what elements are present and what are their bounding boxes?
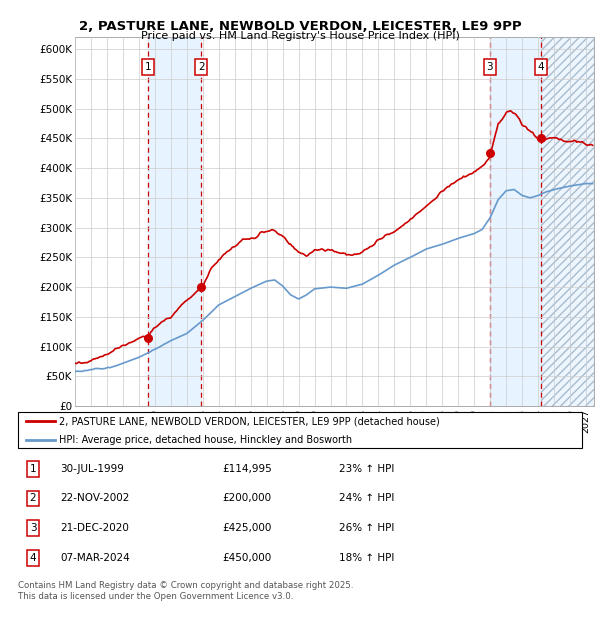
Bar [541,37,594,406]
Bar [490,37,541,406]
FancyBboxPatch shape [18,412,582,448]
Text: £200,000: £200,000 [222,494,271,503]
Text: 4: 4 [538,62,544,72]
Text: This data is licensed under the Open Government Licence v3.0.: This data is licensed under the Open Gov… [18,592,293,601]
Text: Price paid vs. HM Land Registry's House Price Index (HPI): Price paid vs. HM Land Registry's House … [140,31,460,41]
Text: 2: 2 [198,62,205,72]
Text: Contains HM Land Registry data © Crown copyright and database right 2025.: Contains HM Land Registry data © Crown c… [18,581,353,590]
Text: 18% ↑ HPI: 18% ↑ HPI [339,553,394,563]
Text: 1: 1 [145,62,151,72]
Text: 24% ↑ HPI: 24% ↑ HPI [339,494,394,503]
Text: 1: 1 [29,464,37,474]
Text: 2, PASTURE LANE, NEWBOLD VERDON, LEICESTER, LE9 9PP: 2, PASTURE LANE, NEWBOLD VERDON, LEICEST… [79,20,521,33]
Text: 30-JUL-1999: 30-JUL-1999 [60,464,124,474]
Text: 23% ↑ HPI: 23% ↑ HPI [339,464,394,474]
Text: 2, PASTURE LANE, NEWBOLD VERDON, LEICESTER, LE9 9PP (detached house): 2, PASTURE LANE, NEWBOLD VERDON, LEICEST… [59,417,439,427]
Text: £450,000: £450,000 [222,553,271,563]
Text: 3: 3 [29,523,37,533]
Text: 21-DEC-2020: 21-DEC-2020 [60,523,129,533]
Text: 26% ↑ HPI: 26% ↑ HPI [339,523,394,533]
Bar [541,37,594,406]
Text: HPI: Average price, detached house, Hinckley and Bosworth: HPI: Average price, detached house, Hinc… [59,435,352,445]
Text: £425,000: £425,000 [222,523,271,533]
Text: 4: 4 [29,553,37,563]
Text: £114,995: £114,995 [222,464,272,474]
Bar [148,37,201,406]
Text: 2: 2 [29,494,37,503]
Text: 07-MAR-2024: 07-MAR-2024 [60,553,130,563]
Text: 22-NOV-2002: 22-NOV-2002 [60,494,130,503]
Text: 3: 3 [487,62,493,72]
